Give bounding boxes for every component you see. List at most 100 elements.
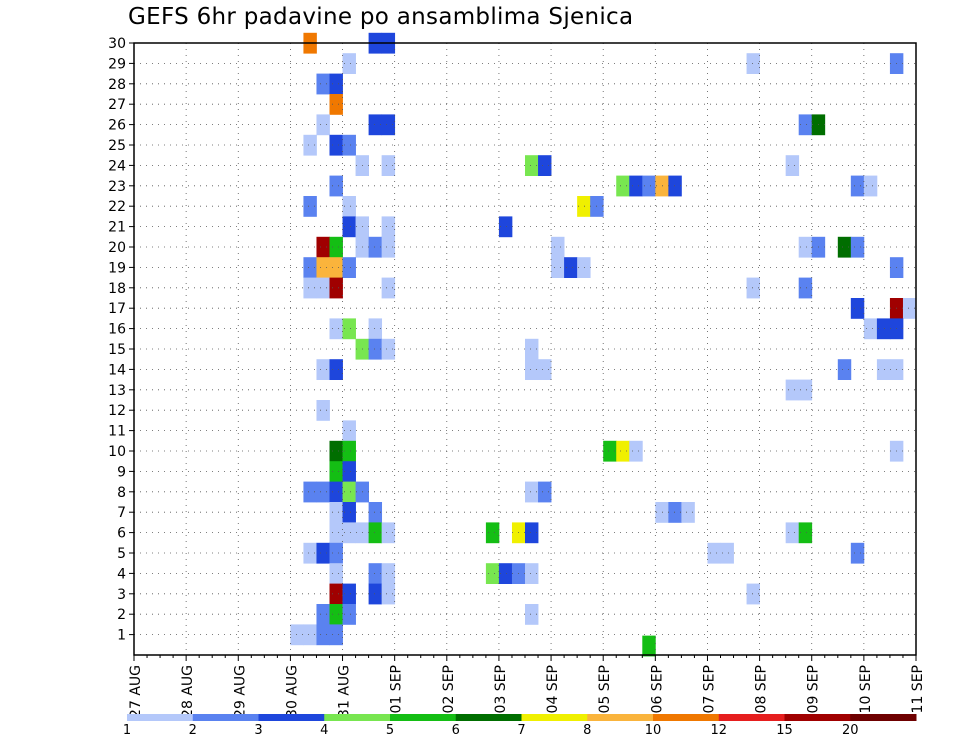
heatmap-cell	[850, 175, 865, 197]
heatmap-cell	[368, 563, 383, 584]
y-tick-label: 25	[108, 138, 126, 154]
y-tick-label: 4	[117, 566, 126, 582]
y-tick-label: 19	[108, 260, 126, 276]
heatmap-cell	[577, 257, 591, 278]
heatmap-cell	[498, 563, 513, 584]
heatmap-cell	[329, 502, 343, 523]
x-tick-label: 29 AUG	[232, 665, 248, 718]
x-tick-label: 09 SEP	[806, 665, 822, 713]
heatmap-cell	[876, 359, 891, 380]
heatmap-cell	[837, 359, 852, 380]
heatmap-cell	[329, 461, 343, 482]
y-tick-label: 30	[108, 36, 126, 52]
heatmap-cell	[316, 359, 330, 380]
heatmap-cell	[551, 236, 565, 258]
heatmap-cell	[668, 175, 682, 197]
y-tick-label: 9	[117, 464, 126, 480]
heatmap-cell	[329, 542, 343, 564]
heatmap-cell	[303, 481, 317, 503]
x-tick-label: 28 AUG	[180, 665, 196, 718]
heatmap-cell	[798, 236, 813, 258]
heatmap-cell	[381, 155, 396, 176]
y-tick-label: 23	[108, 179, 126, 195]
heatmap-cell	[329, 73, 343, 95]
heatmap-cell	[381, 236, 396, 258]
heatmap-cell	[720, 542, 734, 564]
colorbar-swatch	[718, 714, 785, 721]
colorbar-label: 8	[583, 723, 591, 738]
heatmap-cell	[303, 542, 317, 564]
heatmap-cell	[303, 257, 317, 278]
heatmap-cell	[329, 257, 343, 278]
y-tick-label: 28	[108, 77, 126, 93]
y-tick-label: 2	[117, 607, 126, 623]
colorbar-swatch	[192, 714, 259, 721]
heatmap-cell	[642, 635, 656, 657]
heatmap-cell	[342, 257, 356, 278]
heatmap-cell	[525, 481, 539, 503]
heatmap-cell	[681, 502, 695, 523]
x-tick-label: 06 SEP	[649, 665, 665, 713]
heatmap-cell	[368, 502, 383, 523]
heatmap-cell	[785, 522, 800, 544]
heatmap-cell	[368, 522, 383, 544]
heatmap-cell	[342, 134, 356, 156]
x-tick-label: 01 SEP	[389, 665, 405, 713]
colorbar-swatch	[258, 714, 325, 721]
y-tick-label: 18	[108, 281, 126, 297]
heatmap-cell	[798, 379, 813, 401]
heatmap-cell	[342, 604, 356, 625]
colorbar-swatch	[587, 714, 654, 721]
heatmap-cell	[329, 277, 343, 299]
y-tick-label: 15	[108, 342, 126, 358]
y-axis: 1234567891011121314151617181920212223242…	[108, 36, 134, 644]
heatmap-cell	[381, 522, 396, 544]
heatmap-cell	[316, 542, 330, 564]
x-tick-label: 05 SEP	[597, 665, 613, 713]
heatmap-cell	[329, 481, 343, 503]
y-tick-label: 13	[108, 383, 126, 399]
heatmap-cell	[329, 604, 343, 625]
heatmap-cell	[525, 338, 539, 360]
colorbar-swatch	[653, 714, 720, 721]
heatmap-cell	[525, 359, 539, 380]
heatmap-cell	[303, 196, 317, 217]
heatmap-cell	[642, 175, 656, 197]
heatmap-cell	[616, 440, 630, 462]
heatmap-cell	[798, 277, 813, 299]
heatmap-cell	[603, 440, 617, 462]
heatmap-cell	[368, 583, 383, 605]
heatmap-cell	[329, 522, 343, 544]
heatmap-cell	[525, 522, 539, 544]
heatmap-cell	[863, 318, 878, 340]
colorbar-label: 10	[645, 723, 662, 738]
heatmap-cell	[746, 277, 760, 299]
heatmap-cell	[564, 257, 578, 278]
x-tick-label: 07 SEP	[701, 665, 717, 713]
colorbar-label: 5	[386, 723, 394, 738]
heatmap-cell	[538, 481, 552, 503]
y-tick-label: 10	[108, 444, 126, 460]
heatmap-cell	[329, 624, 343, 646]
heatmap-cell	[381, 277, 396, 299]
heatmap-cell	[316, 481, 330, 503]
heatmap-cell	[837, 236, 852, 258]
heatmap-cell	[746, 53, 760, 74]
heatmap-cell	[329, 563, 343, 584]
y-tick-label: 11	[108, 424, 126, 440]
y-tick-label: 3	[117, 587, 126, 603]
y-tick-label: 17	[108, 301, 126, 317]
heatmap-cell	[316, 73, 330, 95]
colorbar-label: 7	[517, 723, 525, 738]
heatmap-cell	[381, 563, 396, 584]
heatmap-cell	[746, 583, 760, 605]
y-tick-label: 29	[108, 56, 126, 72]
heatmap-cell	[525, 155, 539, 176]
x-tick-label: 31 AUG	[337, 665, 353, 718]
y-tick-label: 14	[108, 362, 126, 378]
heatmap-cell	[785, 379, 800, 401]
heatmap-cell	[368, 338, 383, 360]
x-tick-label: 08 SEP	[754, 665, 770, 713]
heatmap-cell	[316, 624, 330, 646]
heatmap-cell	[707, 542, 721, 564]
